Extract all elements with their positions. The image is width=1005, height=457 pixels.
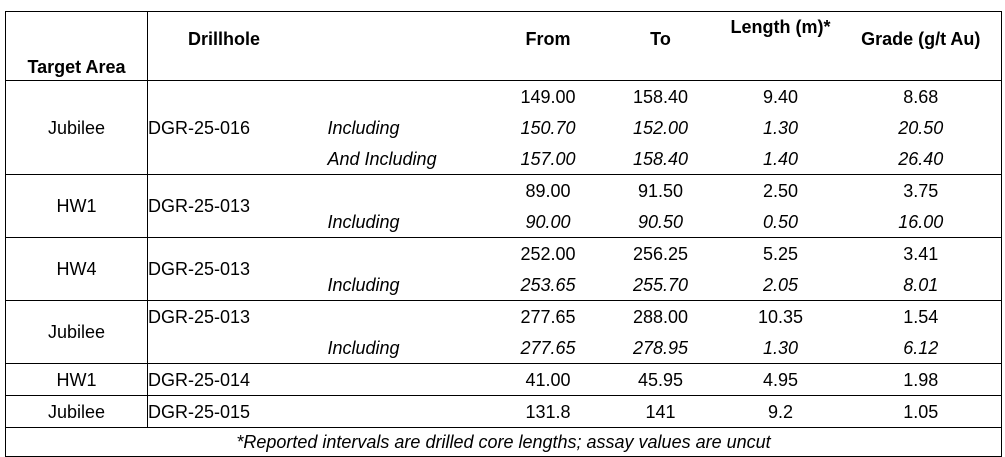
to-cell: 288.00 <box>600 300 721 332</box>
table-row: HW1 DGR-25-013 89.00 91.50 2.50 3.75 <box>5 174 1002 238</box>
header-row: Target Area Drillhole From To Length (m)… <box>5 11 1002 81</box>
target-area-cell: Jubilee <box>5 300 148 364</box>
qualifier-cell: Including <box>327 337 400 358</box>
drillhole-cell: DGR-25-016 <box>147 80 328 175</box>
to-cell: 141 <box>600 395 721 428</box>
to-cell: 91.50 <box>600 174 721 206</box>
table-row: HW1 DGR-25-014 41.00 45.95 4.95 1.98 <box>5 363 1002 396</box>
footnote-row: *Reported intervals are drilled core len… <box>5 427 1002 457</box>
qualifier-cell: Including <box>327 117 400 138</box>
from-cell: 277.65 <box>495 300 601 332</box>
from-cell: 150.70 <box>520 117 576 138</box>
grade-cell: 26.40 <box>898 148 944 169</box>
length-cell: 0.50 <box>762 211 799 232</box>
header-to: To <box>600 11 721 81</box>
grade-cell: 16.00 <box>898 211 944 232</box>
table-row: Including 150.70 152.00 1.30 20.50 <box>6 112 1002 143</box>
header-qualifier <box>327 11 496 81</box>
qualifier-cell <box>327 237 496 269</box>
from-cell: 252.00 <box>495 237 601 269</box>
grade-cell: 1.05 <box>840 395 1002 428</box>
grade-cell: 8.68 <box>840 80 1002 112</box>
from-cell: 253.65 <box>520 274 576 295</box>
from-cell: 131.8 <box>495 395 601 428</box>
grade-cell: 3.75 <box>840 174 1002 206</box>
grade-cell: 20.50 <box>898 117 944 138</box>
table-row: HW4 DGR-25-013 252.00 256.25 5.25 3.41 <box>5 237 1002 301</box>
drillhole-cell: DGR-25-014 <box>147 363 328 396</box>
table-row: Jubilee DGR-25-013 277.65 288.00 10.35 1.54 <box>5 300 1002 364</box>
grade-cell: 8.01 <box>903 274 939 295</box>
length-cell: 4.95 <box>720 363 841 396</box>
grade-cell: 3.41 <box>840 237 1002 269</box>
from-cell: 41.00 <box>495 363 601 396</box>
drillhole-empty-cell <box>148 332 328 364</box>
grade-cell: 6.12 <box>903 337 939 358</box>
grade-cell: 1.98 <box>840 363 1002 396</box>
qualifier-cell: Including <box>327 211 400 232</box>
drillhole-cell: DGR-25-013 <box>147 174 328 238</box>
to-cell: 158.40 <box>600 80 721 112</box>
qualifier-cell <box>327 300 496 332</box>
table-row: Including 253.65 255.70 2.05 8.01 <box>6 269 1002 301</box>
drillhole-cell: DGR-25-013 <box>147 237 328 301</box>
assay-results-sheet: Target Area Drillhole From To Length (m)… <box>5 11 1002 457</box>
to-cell: 278.95 <box>632 337 689 358</box>
from-cell: 157.00 <box>520 148 576 169</box>
length-cell: 5.25 <box>720 237 841 269</box>
length-cell: 9.40 <box>720 80 841 112</box>
length-cell: 1.30 <box>762 337 799 358</box>
to-cell: 152.00 <box>632 117 689 138</box>
qualifier-cell <box>327 80 496 112</box>
table-row: And Including 157.00 158.40 1.40 26.40 <box>6 143 1002 175</box>
length-cell: 2.50 <box>720 174 841 206</box>
footnote: *Reported intervals are drilled core len… <box>5 427 1002 457</box>
drillhole-cell: DGR-25-013 <box>147 300 328 332</box>
target-area-cell: HW1 <box>5 174 148 238</box>
to-cell: 45.95 <box>600 363 721 396</box>
qualifier-cell: Including <box>327 274 400 295</box>
to-cell: 90.50 <box>637 211 684 232</box>
table-row: Jubilee DGR-25-015 131.8 141 9.2 1.05 <box>5 395 1002 428</box>
from-cell: 89.00 <box>495 174 601 206</box>
length-cell: 1.40 <box>762 148 799 169</box>
length-cell: 9.2 <box>720 395 841 428</box>
header-length: Length (m)* <box>720 11 841 81</box>
table-row: Jubilee DGR-25-016 149.00 158.40 9.40 8.68 <box>5 80 1002 175</box>
to-cell: 256.25 <box>600 237 721 269</box>
to-cell: 158.40 <box>632 148 689 169</box>
target-area-cell: HW1 <box>5 363 148 396</box>
assay-results-table: Target Area Drillhole From To Length (m)… <box>5 11 1002 457</box>
header-target-area: Target Area <box>5 11 148 81</box>
length-cell: 10.35 <box>720 300 841 332</box>
length-cell: 2.05 <box>762 274 799 295</box>
from-cell: 149.00 <box>495 80 601 112</box>
table-row: Including 277.65 278.95 1.30 6.12 <box>6 332 1002 364</box>
drillhole-cell: DGR-25-015 <box>147 395 328 428</box>
qualifier-cell <box>327 395 496 428</box>
header-drillhole: Drillhole <box>147 11 328 81</box>
from-cell: 90.00 <box>525 211 571 232</box>
qualifier-cell <box>327 363 496 396</box>
length-cell: 1.30 <box>762 117 799 138</box>
target-area-cell: HW4 <box>5 237 148 301</box>
qualifier-cell <box>327 174 496 206</box>
target-area-cell: Jubilee <box>5 395 148 428</box>
grade-cell: 1.54 <box>840 300 1002 332</box>
from-cell: 277.65 <box>520 337 576 358</box>
table-row: Including 90.00 90.50 0.50 16.00 <box>6 206 1002 238</box>
target-area-cell: Jubilee <box>5 80 148 175</box>
header-grade: Grade (g/t Au) <box>840 11 1002 81</box>
qualifier-cell: And Including <box>327 148 437 169</box>
header-from: From <box>495 11 601 81</box>
to-cell: 255.70 <box>632 274 689 295</box>
